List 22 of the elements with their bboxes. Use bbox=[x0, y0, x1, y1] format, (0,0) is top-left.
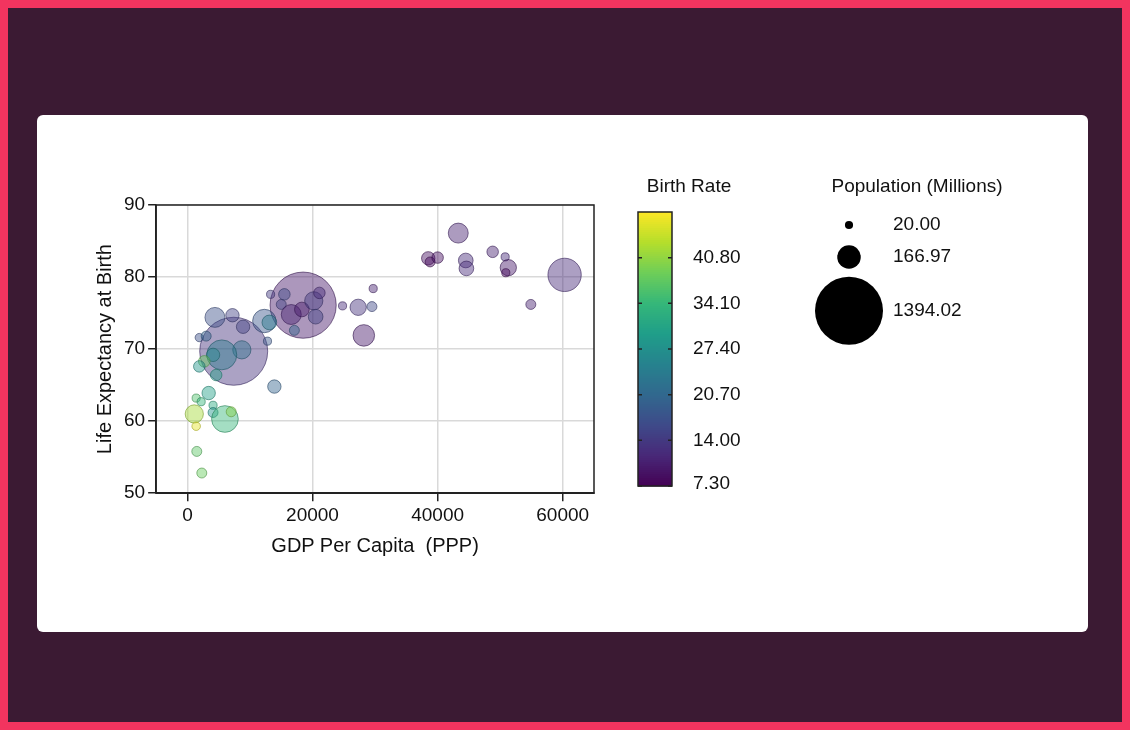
x-tick-label: 60000 bbox=[536, 503, 590, 525]
color-bar-label: 34.10 bbox=[693, 291, 741, 313]
color-bar-label: 7.30 bbox=[693, 472, 730, 494]
y-axis-title: Life Expectancy at Birth bbox=[92, 244, 115, 455]
legend-label: 166.97 bbox=[893, 245, 952, 267]
color-bar-label: 40.80 bbox=[693, 245, 741, 267]
y-tick-label: 90 bbox=[123, 193, 146, 215]
x-tick-label: 0 bbox=[182, 503, 193, 525]
color-bar-label: 14.00 bbox=[693, 428, 741, 450]
color-bar-label: 20.70 bbox=[693, 382, 741, 404]
x-axis-title: GDP Per Capita (PPP) bbox=[271, 533, 479, 556]
legend-label: 20.00 bbox=[893, 213, 941, 235]
x-tick-label: 40000 bbox=[411, 503, 465, 525]
legend-title: Population (Millions) bbox=[831, 175, 1003, 197]
y-tick-label: 70 bbox=[123, 337, 146, 359]
y-tick-label: 80 bbox=[123, 265, 146, 287]
x-tick-label: 20000 bbox=[286, 503, 339, 525]
y-tick-label: 50 bbox=[123, 481, 146, 503]
y-tick-label: 60 bbox=[123, 409, 146, 431]
color-bar-label: 27.40 bbox=[693, 337, 741, 359]
legend-label: 1394.02 bbox=[893, 299, 962, 320]
color-bar-title: Birth Rate bbox=[646, 175, 732, 197]
